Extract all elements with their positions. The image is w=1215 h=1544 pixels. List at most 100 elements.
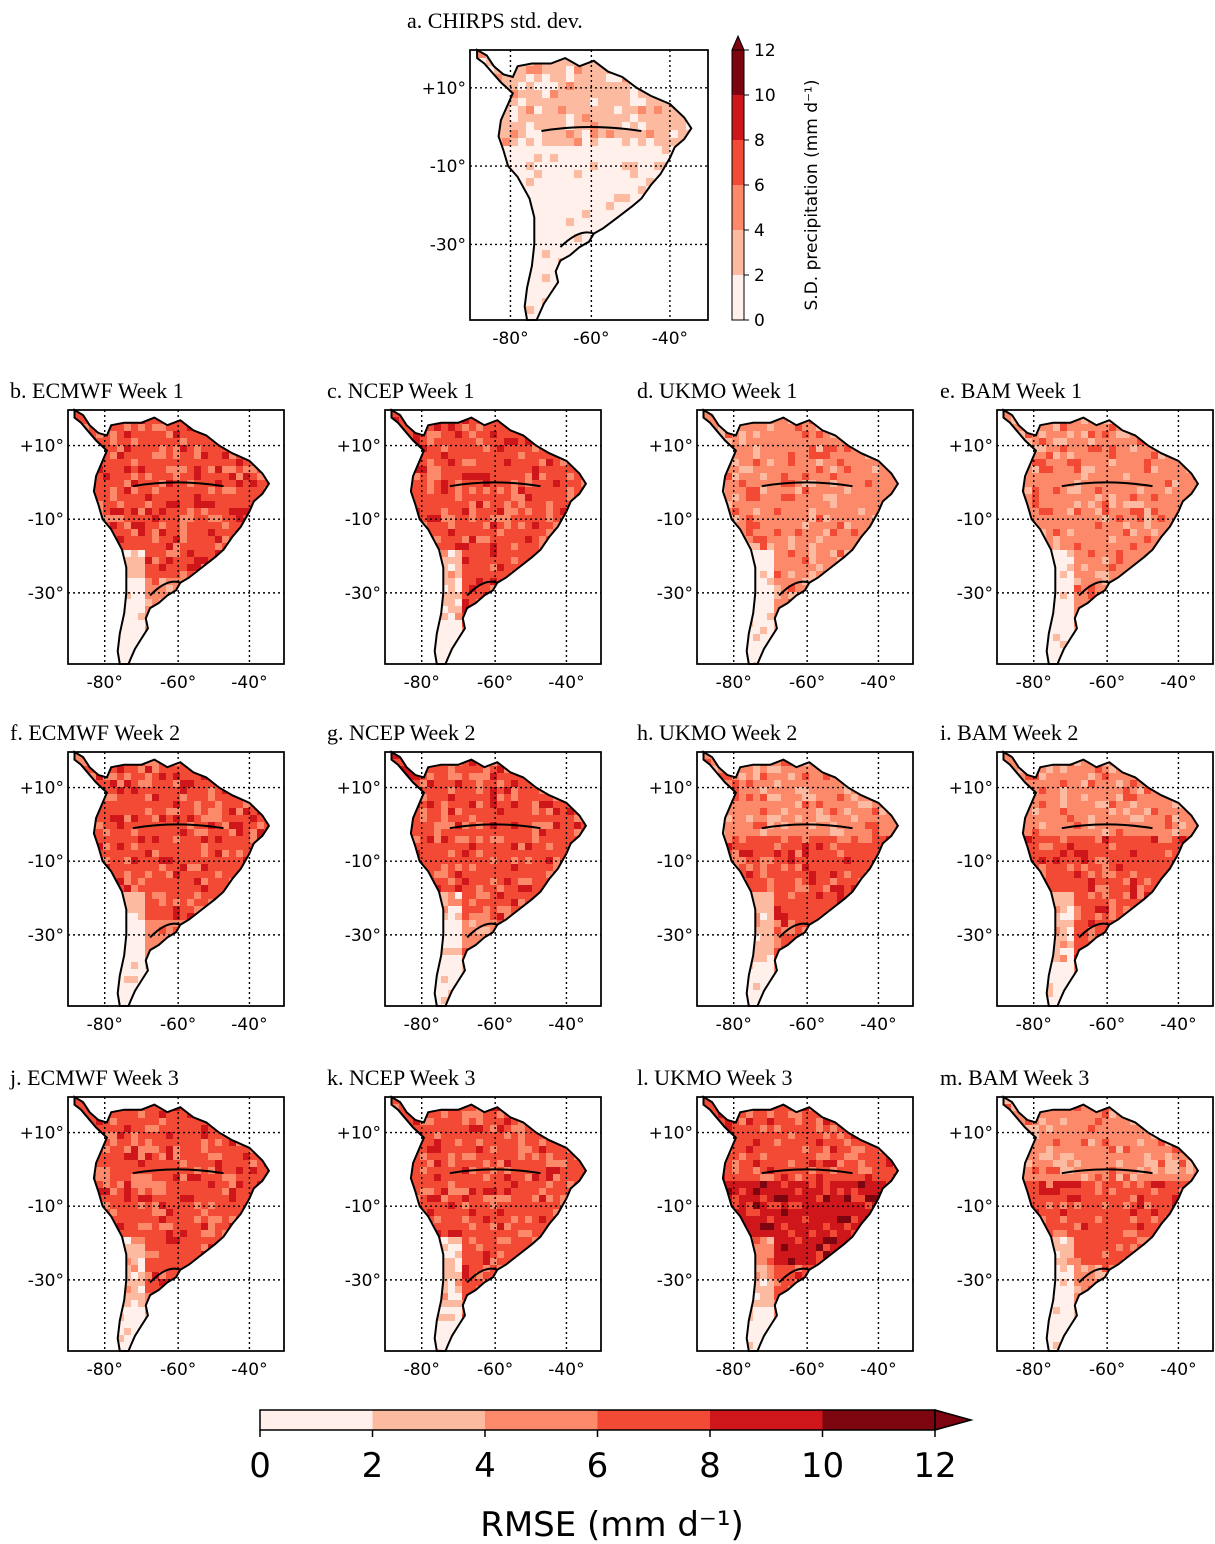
lon-tick-label: -60° [160, 1015, 196, 1035]
lat-tick-label: -30° [345, 584, 381, 604]
lat-tick-label: -30° [28, 926, 64, 946]
river [778, 580, 810, 597]
panel-title: a. CHIRPS std. dev. [407, 8, 583, 33]
colorbar-label: RMSE (mm d⁻¹) [480, 1505, 744, 1544]
colorbar-extend-arrow [934, 1409, 974, 1431]
lat-tick-label: -30° [957, 1271, 993, 1291]
lat-tick-label: +10° [20, 437, 64, 457]
river [132, 1168, 224, 1175]
lat-tick-label: -30° [345, 1271, 381, 1291]
river [761, 823, 853, 830]
lon-tick-label: -80° [716, 1015, 752, 1035]
lon-tick-label: -60° [1089, 1015, 1125, 1035]
lon-tick-label: -40° [1160, 1360, 1196, 1380]
panel-b: b. ECMWF Week 1 -80° -60° -40° +10° -10° -30° [10, 378, 285, 693]
map-panel-h: -80° -60° -40° +10° -10° -30° [649, 750, 914, 1035]
map-panel-i: -80° -60° -40° +10° -10° -30° [949, 750, 1214, 1035]
map-panel-j: -80° -60° -40° +10° -10° -30° [20, 1095, 285, 1380]
colorbar-segment [732, 230, 744, 275]
map-panel-d: -80° -60° -40° +10° -10° -30° [649, 408, 914, 693]
panel-h: h. UKMO Week 2 -80° -60° -40° +10° -10° -30° [637, 720, 914, 1035]
river [1078, 580, 1110, 597]
colorbar-tick-label: 2 [754, 266, 765, 286]
river [466, 922, 498, 939]
lon-tick-label: -40° [231, 1360, 267, 1380]
colorbar-segment [732, 275, 744, 320]
lat-tick-label: -30° [28, 1271, 64, 1291]
panel-title: i. BAM Week 2 [940, 720, 1078, 745]
lon-tick-label: -60° [477, 1015, 513, 1035]
lon-tick-label: -60° [789, 673, 825, 693]
map-panel-a: -80° -60° -40° +10° -10° -30° [422, 48, 709, 349]
river [1078, 922, 1110, 939]
coastline [73, 750, 271, 1007]
river [1078, 1267, 1110, 1284]
panel-e: e. BAM Week 1 -80° -60° -40° +10° -10° -30° [940, 378, 1214, 693]
colorbar-segment [732, 185, 744, 230]
panel-g: g. NCEP Week 2 -80° -60° -40° +10° -10° -30° [327, 720, 602, 1035]
panel-title: b. ECMWF Week 1 [10, 378, 184, 403]
panel-c: c. NCEP Week 1 -80° -60° -40° +10° -10° -30° [327, 378, 602, 693]
colorbar-tick-label: 0 [754, 311, 765, 331]
lat-tick-label: -30° [957, 926, 993, 946]
river [466, 580, 498, 597]
lon-tick-label: -80° [87, 673, 123, 693]
coastline [1002, 750, 1200, 1007]
lat-tick-label: -30° [345, 926, 381, 946]
lon-tick-label: -40° [548, 1015, 584, 1035]
panel-i: i. BAM Week 2 -80° -60° -40° +10° -10° -30° [940, 720, 1214, 1035]
lat-tick-label: +10° [20, 1124, 64, 1144]
lat-tick-label: +10° [649, 1124, 693, 1144]
river [149, 922, 181, 939]
lat-tick-label: -10° [430, 157, 466, 177]
map-panel-e: -80° -60° -40° +10° -10° -30° [949, 408, 1214, 693]
lon-tick-label: -80° [87, 1360, 123, 1380]
lat-tick-label: +10° [949, 1124, 993, 1144]
lon-tick-label: -60° [160, 1360, 196, 1380]
lon-tick-label: -60° [477, 673, 513, 693]
lon-tick-label: -60° [1089, 1360, 1125, 1380]
river [1061, 1168, 1153, 1175]
lon-tick-label: -80° [1016, 1015, 1052, 1035]
panel-f: f. ECMWF Week 2 -80° -60° -40° +10° -10° -30° [10, 720, 285, 1035]
lat-tick-label: +10° [337, 779, 381, 799]
panel-title: g. NCEP Week 2 [327, 720, 476, 745]
lon-tick-label: -60° [160, 673, 196, 693]
panel-d: d. UKMO Week 1 -80° -60° -40° +10° -10° -30° [637, 378, 914, 693]
river [559, 231, 595, 248]
coastline [390, 750, 588, 1007]
coastline [1002, 408, 1200, 665]
panel-title: e. BAM Week 1 [940, 378, 1082, 403]
river [149, 1267, 181, 1284]
lon-tick-label: -80° [716, 673, 752, 693]
lat-tick-label: -30° [657, 1271, 693, 1291]
panel-m: m. BAM Week 3 -80° -60° -40° +10° -10° -30° [940, 1065, 1214, 1380]
lon-tick-label: -40° [548, 1360, 584, 1380]
colorbar-segment [732, 95, 744, 140]
lat-tick-label: -30° [957, 584, 993, 604]
lon-tick-label: -80° [87, 1015, 123, 1035]
colorbar-segment [732, 50, 744, 95]
lon-tick-label: -40° [860, 1360, 896, 1380]
coastline [73, 408, 271, 665]
lon-tick-label: -80° [404, 1360, 440, 1380]
lat-tick-label: -10° [957, 852, 993, 872]
lon-tick-label: -60° [789, 1360, 825, 1380]
colorbar-tick-label: 4 [474, 1446, 496, 1486]
lat-tick-label: +10° [422, 79, 466, 99]
panel-title: m. BAM Week 3 [940, 1065, 1089, 1090]
colorbar-tick-label: 4 [754, 221, 765, 241]
panel-title: j. ECMWF Week 3 [9, 1065, 179, 1090]
lat-tick-label: -10° [345, 510, 381, 530]
colorbar-segment [732, 140, 744, 185]
colorbar-tick-label: 12 [754, 41, 776, 61]
map-panel-m: -80° -60° -40° +10° -10° -30° [949, 1095, 1214, 1380]
colorbar-tick-label: 10 [801, 1446, 844, 1486]
lat-tick-label: -10° [657, 852, 693, 872]
colorbar-segment [372, 1410, 485, 1430]
panel-l: l. UKMO Week 3 -80° -60° -40° +10° -10° -30° [637, 1065, 914, 1380]
colorbar-segment [597, 1410, 710, 1430]
river [761, 1168, 853, 1175]
lon-tick-label: -40° [548, 673, 584, 693]
panel-title: f. ECMWF Week 2 [10, 720, 180, 745]
